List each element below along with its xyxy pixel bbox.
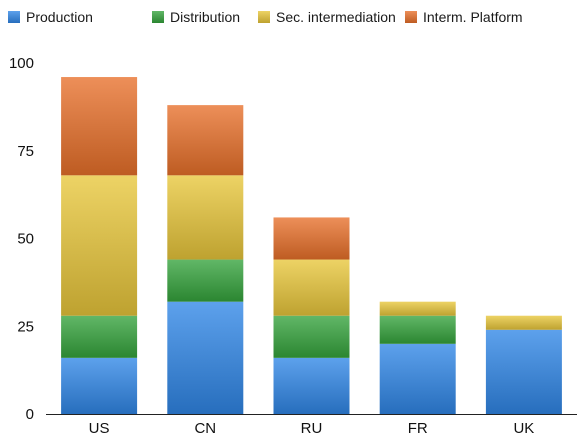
legend-label-sec-intermediation: Sec. intermediation	[276, 9, 396, 25]
legend-item-production: Production	[8, 9, 93, 25]
legend-item-interm-platform: Interm. Platform	[405, 9, 523, 25]
bar-ru-interm-platform	[273, 217, 350, 260]
y-axis: 0 25 50 75 100	[9, 55, 34, 423]
x-tick-label-us: US	[89, 420, 110, 434]
bar-ru-sec-intermediation	[273, 259, 350, 316]
legend-swatch-sec-intermediation	[258, 11, 270, 23]
y-tick-label: 100	[9, 55, 34, 72]
y-tick-label: 75	[17, 143, 34, 160]
bar-ru-production	[273, 357, 350, 414]
y-tick-label: 25	[17, 318, 34, 335]
bar-cn-distribution	[167, 259, 244, 302]
bar-fr-sec-intermediation	[379, 301, 456, 316]
bar-fr-distribution	[379, 315, 456, 344]
x-tick-label-ru: RU	[301, 420, 323, 434]
legend-label-distribution: Distribution	[170, 9, 240, 25]
legend-swatch-distribution	[152, 11, 164, 23]
bars	[61, 77, 562, 414]
legend: Production Distribution Sec. intermediatio…	[8, 9, 523, 25]
bar-cn-production	[167, 301, 244, 414]
x-tick-label-cn: CN	[194, 420, 216, 434]
x-tick-label-uk: UK	[513, 420, 534, 434]
bar-cn-interm-platform	[167, 105, 244, 176]
bar-uk-production	[485, 329, 562, 414]
x-tick-label-fr: FR	[408, 420, 428, 434]
legend-item-sec-intermediation: Sec. intermediation	[258, 9, 396, 25]
x-axis: US CN RU FR UK	[46, 414, 577, 434]
y-tick-label: 0	[26, 406, 34, 423]
bar-uk-sec-intermediation	[485, 315, 562, 330]
bar-us-production	[61, 357, 138, 414]
y-tick-label: 50	[17, 231, 34, 248]
legend-item-distribution: Distribution	[152, 9, 240, 25]
bar-us-sec-intermediation	[61, 175, 138, 316]
bar-cn-sec-intermediation	[167, 175, 244, 260]
bar-us-interm-platform	[61, 77, 138, 176]
legend-swatch-production	[8, 11, 20, 23]
legend-label-production: Production	[26, 9, 93, 25]
legend-label-interm-platform: Interm. Platform	[423, 9, 523, 25]
legend-swatch-interm-platform	[405, 11, 417, 23]
bar-ru-distribution	[273, 315, 350, 358]
bar-us-distribution	[61, 315, 138, 358]
bar-fr-production	[379, 343, 456, 414]
